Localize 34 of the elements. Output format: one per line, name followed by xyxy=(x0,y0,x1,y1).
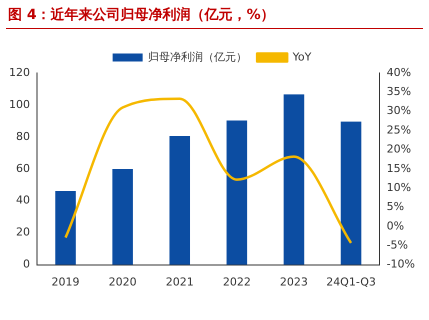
x-tick-label: 2020 xyxy=(108,275,137,288)
y2-tick-label: -5% xyxy=(386,238,408,252)
x-tick-label: 2022 xyxy=(222,275,251,288)
bar xyxy=(112,169,133,265)
bar xyxy=(55,190,76,265)
line-series xyxy=(64,97,352,244)
legend-label: 归母净利润（亿元） xyxy=(148,50,248,64)
x-tick-label: 2021 xyxy=(166,275,194,288)
x-tick-label: 2023 xyxy=(280,275,308,288)
bar xyxy=(340,122,362,265)
y2-tick-label: 35% xyxy=(386,85,412,98)
chart-title: 图 4：近年来公司归母净利润（亿元，%） xyxy=(8,6,275,24)
y2-tick-label: 25% xyxy=(386,123,412,136)
y2-tick-label: 10% xyxy=(386,180,412,194)
y2-tick-label: 5% xyxy=(386,200,404,214)
bar xyxy=(226,120,248,265)
bar xyxy=(284,94,304,265)
y2-tick-label: 15% xyxy=(386,162,412,175)
y2-tick-label: 0% xyxy=(386,219,404,232)
y-tick-label: 40 xyxy=(16,194,30,207)
y2-tick-label: 40% xyxy=(386,66,412,79)
y-tick-label: 0 xyxy=(22,258,30,271)
y2-tick-label: 20% xyxy=(386,142,412,156)
y2-tick-label: -10% xyxy=(386,258,416,271)
legend-label: YoY xyxy=(292,50,312,64)
bar xyxy=(169,136,190,265)
y-tick-label: 100 xyxy=(8,98,30,111)
y-tick-label: 20 xyxy=(16,226,30,239)
y2-tick-label: 30% xyxy=(386,104,412,118)
x-tick-label: 2019 xyxy=(52,275,80,288)
x-tick-label: 24Q1-Q3 xyxy=(326,275,376,288)
y-tick-label: 80 xyxy=(16,130,30,143)
y-tick-label: 60 xyxy=(16,162,30,175)
y-tick-label: 120 xyxy=(8,66,30,79)
